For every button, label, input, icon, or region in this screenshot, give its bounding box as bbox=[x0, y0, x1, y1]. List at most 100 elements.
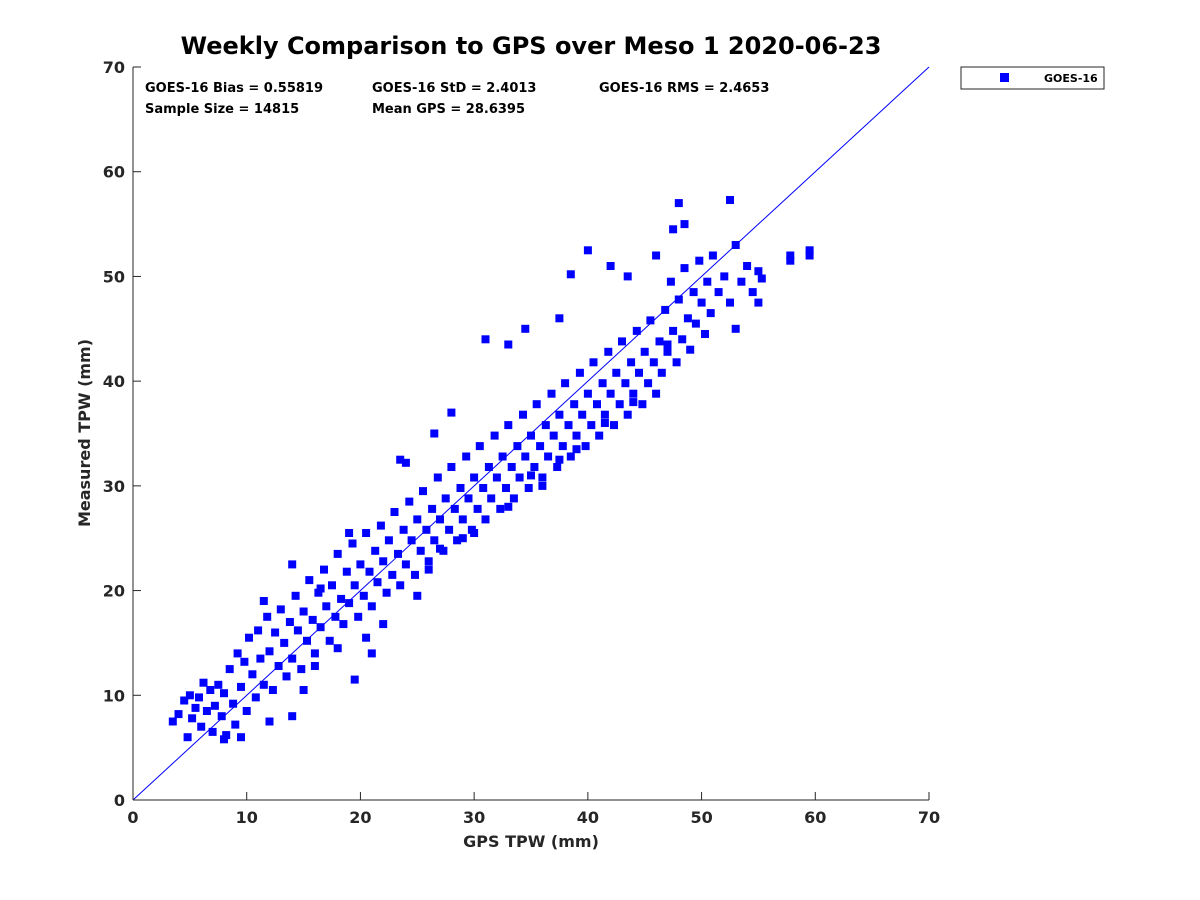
data-point bbox=[652, 251, 661, 260]
data-point bbox=[623, 272, 632, 281]
y-tick-label: 70 bbox=[103, 58, 125, 77]
x-tick-label: 0 bbox=[127, 808, 138, 827]
data-point bbox=[527, 471, 535, 480]
data-point bbox=[697, 298, 706, 307]
data-point bbox=[188, 714, 197, 723]
data-point bbox=[663, 340, 672, 349]
y-tick-label: 10 bbox=[103, 686, 125, 705]
data-point bbox=[303, 636, 311, 645]
data-point bbox=[635, 368, 643, 377]
data-point bbox=[498, 452, 507, 461]
data-point bbox=[365, 567, 374, 576]
data-point bbox=[419, 487, 427, 496]
data-point bbox=[521, 452, 530, 461]
data-point bbox=[731, 324, 740, 333]
data-point bbox=[271, 628, 280, 637]
data-point bbox=[703, 277, 712, 286]
data-point bbox=[379, 620, 388, 629]
data-point bbox=[606, 262, 615, 270]
data-point bbox=[206, 686, 215, 694]
data-point bbox=[470, 529, 479, 537]
data-point bbox=[644, 379, 653, 388]
data-point bbox=[655, 337, 664, 346]
data-point bbox=[572, 431, 581, 440]
data-point bbox=[339, 620, 348, 629]
data-point bbox=[430, 429, 439, 438]
data-point bbox=[394, 549, 402, 558]
data-point bbox=[581, 442, 590, 451]
data-point bbox=[424, 557, 433, 566]
data-point bbox=[285, 618, 294, 626]
data-point bbox=[524, 484, 533, 492]
x-tick-label: 50 bbox=[690, 808, 712, 827]
stat-bias: GOES-16 Bias = 0.55819 bbox=[145, 81, 323, 96]
data-point bbox=[424, 565, 433, 574]
data-point bbox=[652, 389, 661, 398]
data-point bbox=[600, 419, 609, 427]
data-point bbox=[390, 508, 399, 516]
data-point bbox=[265, 717, 274, 726]
data-point bbox=[276, 605, 285, 614]
data-point bbox=[532, 400, 541, 409]
x-ticks: 0 10 20 30 40 50 60 70 bbox=[127, 792, 940, 827]
data-point bbox=[663, 347, 672, 356]
data-point bbox=[222, 731, 231, 740]
data-point bbox=[248, 670, 257, 679]
data-point bbox=[345, 529, 354, 537]
data-point bbox=[555, 455, 564, 464]
data-point bbox=[538, 473, 547, 482]
data-point bbox=[649, 358, 658, 367]
data-point bbox=[210, 701, 219, 710]
legend: GOES-16 bbox=[960, 66, 1105, 90]
data-point bbox=[456, 484, 465, 492]
data-point bbox=[627, 358, 636, 367]
data-point bbox=[686, 345, 695, 354]
data-point bbox=[615, 400, 624, 409]
data-point bbox=[748, 288, 757, 297]
data-point bbox=[401, 560, 410, 569]
data-point bbox=[407, 536, 416, 545]
data-point bbox=[325, 636, 334, 645]
data-point bbox=[632, 326, 641, 335]
data-point bbox=[646, 316, 655, 325]
data-point bbox=[265, 647, 274, 656]
data-point bbox=[337, 594, 346, 603]
data-point bbox=[757, 274, 766, 283]
data-point bbox=[237, 733, 245, 742]
data-point bbox=[333, 549, 342, 558]
data-point bbox=[240, 657, 249, 666]
data-point bbox=[322, 602, 331, 611]
data-point bbox=[538, 481, 547, 490]
data-point bbox=[604, 347, 613, 356]
data-point bbox=[263, 612, 272, 621]
data-point bbox=[657, 368, 666, 377]
data-point bbox=[242, 707, 251, 715]
data-point bbox=[436, 515, 444, 524]
data-point bbox=[280, 638, 289, 647]
data-point bbox=[589, 358, 598, 367]
legend-box bbox=[960, 66, 1105, 90]
data-point bbox=[470, 473, 479, 482]
data-point bbox=[621, 379, 630, 388]
data-point bbox=[376, 521, 385, 530]
data-point bbox=[371, 546, 380, 555]
data-point bbox=[288, 712, 297, 721]
data-point bbox=[674, 295, 683, 304]
data-point bbox=[195, 693, 203, 702]
data-point bbox=[367, 602, 376, 611]
data-point bbox=[428, 504, 437, 513]
data-point bbox=[618, 337, 626, 346]
data-point bbox=[521, 324, 530, 333]
data-point bbox=[183, 733, 192, 742]
data-point bbox=[475, 442, 484, 451]
data-point bbox=[564, 421, 573, 430]
data-point bbox=[683, 314, 692, 323]
x-tick-label: 30 bbox=[463, 808, 485, 827]
data-point bbox=[561, 379, 570, 388]
data-point bbox=[220, 735, 228, 744]
data-point bbox=[362, 529, 371, 537]
y-axis-label: Measured TPW (mm) bbox=[75, 339, 94, 527]
data-point bbox=[504, 421, 513, 430]
data-point bbox=[331, 612, 340, 621]
